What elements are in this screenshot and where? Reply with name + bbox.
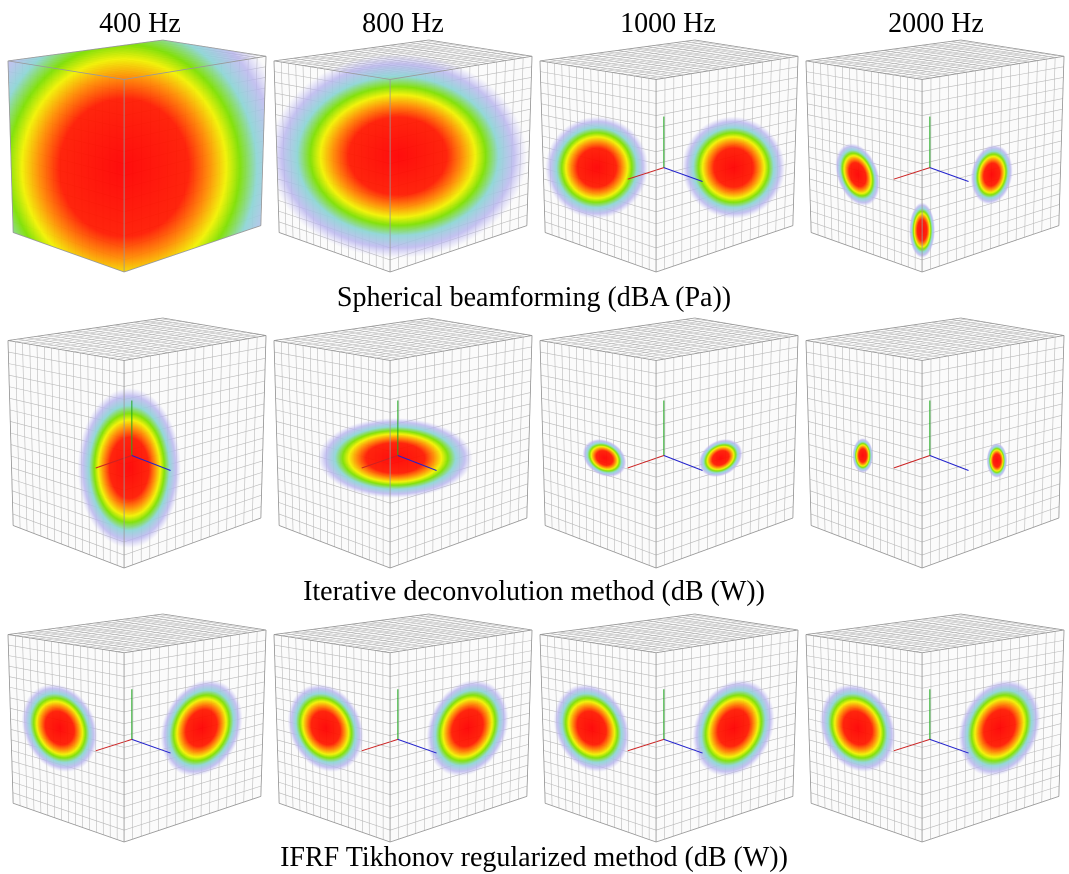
source-map [318,418,473,498]
source-blob [0,0,294,349]
source-map [269,54,527,258]
column-header: 1000 Hz [620,8,716,39]
column-header: 2000 Hz [888,8,984,39]
cube-panel [806,318,1064,568]
column-header: 400 Hz [99,8,181,39]
figure: 400 Hz 800 Hz 1000 Hz 2000 Hz Spherical … [0,0,1069,874]
source-blob [852,438,873,473]
cube-panel [540,318,798,568]
source-blob [269,54,527,258]
cube-panel [540,614,798,842]
row-caption: IFRF Tikhonov regularized method (dB (W)… [280,842,788,873]
source-blob [987,443,1008,478]
cube-panel [274,318,532,568]
cube-panel [8,318,266,568]
cube-panel [806,40,1064,272]
page: 400 Hz 800 Hz 1000 Hz 2000 Hz Spherical … [0,0,1069,874]
cube-panel [269,40,532,272]
row-caption: Iterative deconvolution method (dB (W)) [303,576,765,607]
cube-panel [8,614,266,842]
row-caption: Spherical beamforming (dBA (Pa)) [337,282,731,313]
source-map [0,0,294,349]
cube-panel [0,0,294,349]
column-header: 800 Hz [362,8,444,39]
cube-panel [806,614,1064,842]
cube-panel [531,40,800,272]
cube-panel [274,614,532,842]
source-blob [318,418,473,498]
